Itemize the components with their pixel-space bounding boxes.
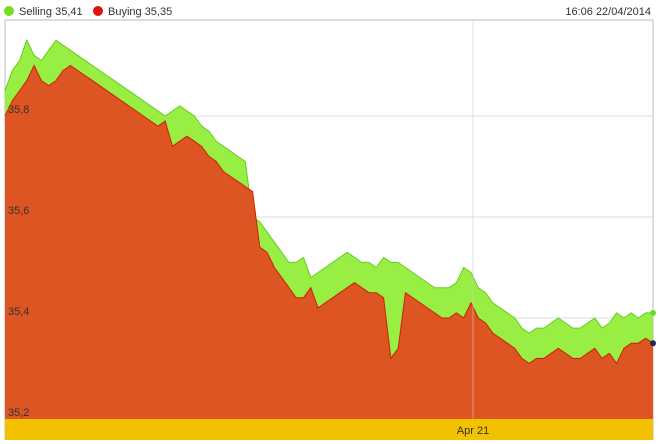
series-end-marker-selling xyxy=(650,309,656,316)
series-line-buying xyxy=(4,64,654,365)
legend-label-selling: Selling 35,41 xyxy=(19,6,83,18)
y-tick-label: 35,4 xyxy=(8,306,29,318)
chart-timestamp: 16:06 22/04/2014 xyxy=(565,6,651,18)
y-axis-labels: 35,2 35,4 35,6 35,8 xyxy=(8,104,29,419)
y-tick-label: 35,6 xyxy=(8,205,29,217)
y-tick-label: 35,8 xyxy=(8,104,29,116)
x-axis-band xyxy=(5,419,653,440)
x-tick-label: Apr 21 xyxy=(457,425,489,437)
legend: Selling 35,41 Buying 35,35 16:06 22/04/2… xyxy=(4,6,651,18)
series-line-selling xyxy=(4,38,653,334)
legend-swatch-selling xyxy=(4,6,14,16)
series-end-marker-buying xyxy=(650,340,656,347)
legend-swatch-buying xyxy=(93,6,103,16)
y-tick-label: 35,2 xyxy=(8,407,29,419)
legend-label-buying: Buying 35,35 xyxy=(108,6,172,18)
